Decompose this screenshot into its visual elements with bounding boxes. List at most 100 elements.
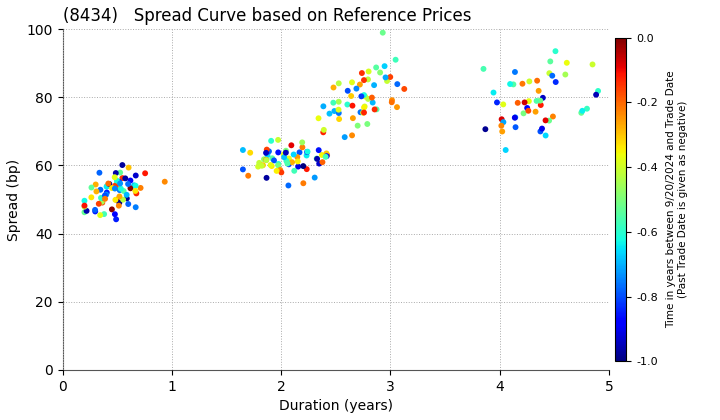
Point <box>328 108 340 114</box>
Point <box>271 168 282 174</box>
Point <box>536 125 548 132</box>
Point <box>359 104 370 111</box>
Point <box>78 197 90 204</box>
Point <box>279 154 290 160</box>
Point <box>347 102 359 109</box>
Point <box>81 207 92 214</box>
Point <box>500 147 511 153</box>
Point <box>121 195 132 202</box>
Y-axis label: Spread (bp): Spread (bp) <box>7 158 21 241</box>
Point <box>523 98 535 105</box>
Point <box>283 161 294 168</box>
Point <box>117 175 128 181</box>
Point <box>313 147 325 153</box>
Point <box>510 114 521 121</box>
Point <box>123 164 135 171</box>
Point <box>96 198 108 205</box>
Point <box>311 155 323 162</box>
Point <box>78 202 90 209</box>
Point <box>128 182 140 189</box>
Point <box>99 192 111 199</box>
Point <box>512 100 523 106</box>
Point <box>379 63 390 70</box>
Point <box>577 108 588 114</box>
Point <box>265 162 276 168</box>
Point <box>114 193 125 200</box>
Point <box>86 184 97 191</box>
Point <box>99 211 110 218</box>
Point <box>101 189 112 196</box>
Point <box>99 195 111 202</box>
Point <box>374 69 386 76</box>
Point <box>531 97 542 104</box>
Point <box>261 174 272 181</box>
Point <box>110 216 122 223</box>
Point <box>328 99 339 106</box>
Point <box>130 172 142 179</box>
Point <box>324 110 336 117</box>
Point <box>111 197 122 203</box>
Point <box>125 185 136 192</box>
Point <box>114 178 125 185</box>
Point <box>523 78 535 85</box>
Point <box>544 70 555 76</box>
Point <box>392 81 403 87</box>
Point <box>301 166 312 173</box>
Point <box>111 177 122 184</box>
Point <box>258 156 270 163</box>
Point <box>89 208 101 215</box>
Point <box>107 185 118 192</box>
Point <box>510 124 521 131</box>
Point <box>371 106 382 113</box>
Point <box>135 184 146 191</box>
Point <box>106 206 117 213</box>
Point <box>120 175 131 182</box>
Point <box>86 194 97 201</box>
Point <box>261 146 273 153</box>
Point <box>253 160 265 166</box>
Point <box>117 196 129 203</box>
Point <box>519 99 531 106</box>
Point <box>262 152 274 158</box>
Point <box>384 74 396 80</box>
Point <box>101 183 112 190</box>
Point <box>533 87 544 94</box>
Point <box>93 200 104 207</box>
Point <box>95 194 107 201</box>
Point <box>333 116 345 122</box>
Point <box>266 155 278 162</box>
Point <box>318 129 329 136</box>
Point <box>159 178 171 185</box>
Point <box>478 66 490 72</box>
Point <box>283 182 294 189</box>
Point <box>356 70 368 76</box>
Point <box>130 204 141 210</box>
Point <box>94 169 105 176</box>
Point <box>333 98 344 105</box>
Point <box>346 79 358 86</box>
Point <box>311 155 323 162</box>
Point <box>294 149 305 156</box>
Point <box>359 103 370 110</box>
Point <box>317 159 328 165</box>
Point <box>359 77 370 84</box>
Point <box>496 116 508 123</box>
Point <box>243 172 254 179</box>
Point <box>292 158 304 165</box>
Point <box>346 93 357 100</box>
Point <box>382 78 393 84</box>
Point <box>313 160 325 167</box>
Point <box>297 180 309 186</box>
Point <box>78 203 90 210</box>
Point <box>297 144 308 151</box>
Point <box>89 207 101 213</box>
Point <box>504 81 516 87</box>
Point <box>110 170 122 176</box>
Point <box>273 160 284 167</box>
Point <box>98 194 109 201</box>
Point <box>272 162 284 169</box>
Point <box>276 169 287 176</box>
Point <box>256 163 268 169</box>
Point <box>245 150 256 156</box>
Point <box>359 93 371 100</box>
